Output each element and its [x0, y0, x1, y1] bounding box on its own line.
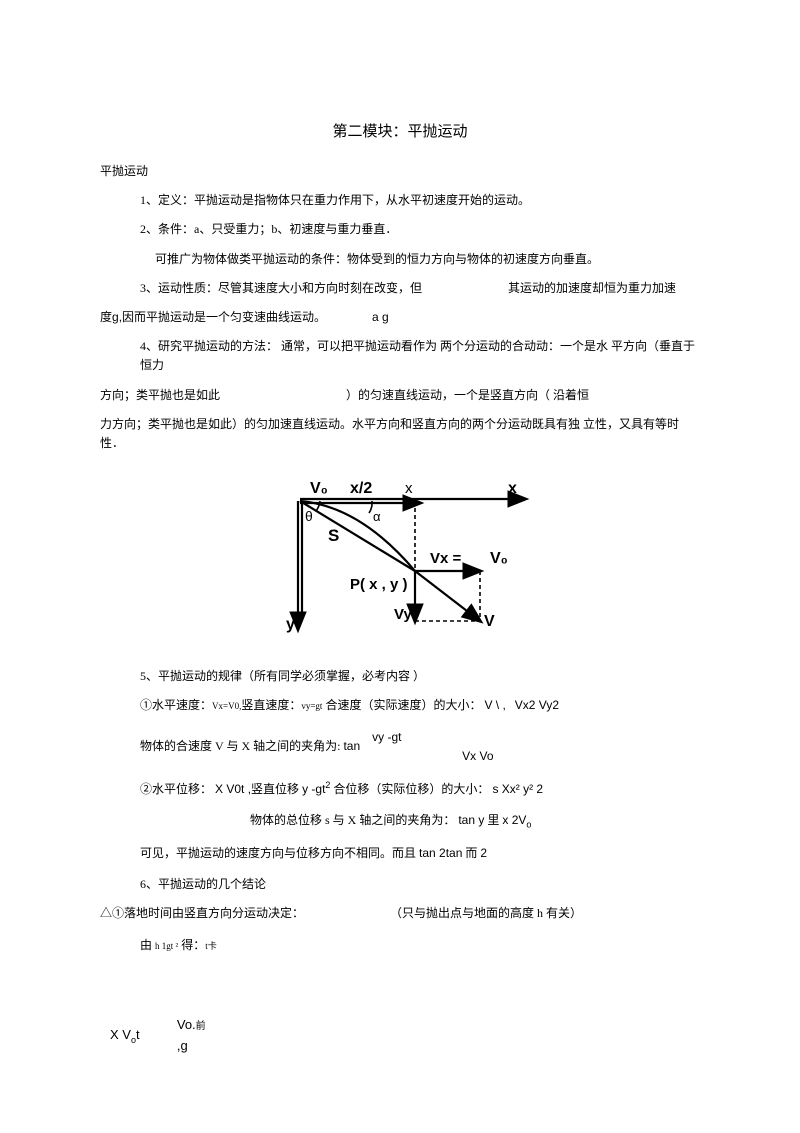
rule2-line1: ②水平位移： X V0t ,竖直位移 y -gt2 合位移（实际位移）的大小： … — [140, 778, 700, 799]
label-y: y — [286, 616, 295, 633]
c1-b: （只与抛出点与地面的高度 h 有关） — [390, 906, 582, 920]
c1-e: 得： — [181, 938, 205, 952]
c1-f: t卡 — [205, 941, 217, 951]
method-b: 方向；类平抛也是如此 — [100, 388, 220, 402]
rule2-line2: 物体的总位移 s 与 X 轴之间的夹角为： tan y 里 x 2Vo — [250, 811, 700, 832]
c1-d: h 1gt ² — [155, 941, 178, 951]
r1-e: Vx2 Vy2 — [515, 698, 559, 712]
r1-tan: tan — [343, 739, 360, 753]
label-p: P( x , y ) — [350, 576, 408, 593]
condition-ext: 可推广为物体做类平抛运动的条件：物体受到的恒力方向与物体的初速度方向垂直。 — [155, 250, 700, 269]
r3-c: 而 — [462, 846, 480, 860]
c1-a: △①落地时间由竖直方向分运动决定： — [100, 906, 304, 920]
method-c: ）的匀速直线运动，一个是竖直方向（ 沿着恒 — [346, 388, 589, 402]
label-theta: θ — [305, 508, 313, 524]
label-v0r: V₀ — [490, 550, 508, 567]
r2-i: x 2V — [502, 813, 526, 827]
bottom-b2: 前 — [196, 1021, 206, 1032]
r1-g: vy -gt — [372, 730, 401, 744]
r2-j: o — [526, 820, 531, 830]
projectile-diagram: V₀ x/2 x x θ S α Vx = V₀ P( x , y ) Vy V… — [100, 471, 700, 647]
conclusion1-line1: △①落地时间由竖直方向分运动决定： （只与抛出点与地面的高度 h 有关） — [100, 904, 700, 923]
nature-text-a: 3、运动性质：尽管其速度大小和方向时刻在改变，但 — [140, 281, 422, 295]
g-char: g, — [112, 310, 122, 324]
bottom-a3: t — [136, 1027, 140, 1042]
rules-heading: 5、平抛运动的规律（所有同学必须掌握，必考内容 ） — [140, 667, 700, 686]
conclusions-heading: 6、平抛运动的几个结论 — [140, 875, 700, 894]
bottom-c: ,g — [177, 1038, 188, 1053]
r2-d: y -gt — [302, 782, 325, 796]
rule1-line2: 物体的合速度 V 与 X 轴之间的夹角为: tan vy -gt Vx Vo — [140, 728, 700, 766]
bottom-b: Vo. — [177, 1017, 196, 1032]
label-vy: Vy — [394, 606, 412, 623]
nature-text-b: 其运动的加速度却恒为重力加速 — [508, 281, 676, 295]
r1-vy: vy=gt — [301, 701, 322, 711]
r1-c: 合速度（实际速度）的大小： — [322, 698, 481, 712]
r1-h: Vx Vo — [462, 747, 493, 766]
r2-tan: tan y — [458, 813, 484, 827]
r2-a: ②水平位移： — [140, 782, 212, 796]
r3-b: tan 2tan — [419, 846, 462, 860]
label-x-big: x — [508, 480, 517, 497]
r1-d: V \ , — [484, 698, 505, 712]
r2-b: X V0t , — [215, 782, 251, 796]
r2-g: 物体的总位移 s 与 X 轴之间的夹角为： — [250, 813, 455, 827]
bottom-formula: X Vot Vo.前 ,g — [110, 1015, 700, 1057]
r2-e: 合位移（实际位移）的大小： — [333, 782, 489, 796]
rule3: 可见，平抛运动的速度方向与位移方向不相同。而且 tan 2tan 而 2 — [140, 844, 700, 863]
r1-vx: Vx=V0, — [212, 701, 241, 711]
label-vx: Vx = — [430, 550, 462, 567]
nature-text-c: 度 — [100, 310, 112, 324]
r2-d2: 2 — [325, 780, 330, 790]
method-line1: 4、研究平抛运动的方法： 通常，可以把平抛运动看作为 两个分运动的合动动：一个是… — [140, 337, 700, 375]
nature-line2: 度g,因而平抛运动是一个匀变速曲线运动。 a g — [100, 308, 700, 327]
r1-f: 物体的合速度 V 与 X 轴之间的夹角为: — [140, 739, 340, 753]
r3-a: 可见，平抛运动的速度方向与位移方向不相同。而且 — [140, 846, 416, 860]
section-heading: 平抛运动 — [100, 162, 700, 181]
label-x2: x/2 — [350, 480, 372, 497]
bottom-a: X V — [110, 1027, 131, 1042]
rule1-line1: ①水平速度：Vx=V0,竖直速度：vy=gt 合速度（实际速度）的大小： V \… — [140, 696, 700, 715]
r1-b: 竖直速度： — [241, 698, 301, 712]
condition: 2、条件：a、只受重力；b、初速度与重力垂直． — [140, 220, 700, 239]
ag-text: a g — [372, 310, 389, 324]
method-line3: 力方向；类平抛也是如此）的匀加速直线运动。水平方向和竖直方向的两个分运动既具有独… — [100, 415, 700, 453]
label-v: V — [484, 613, 495, 630]
definition: 1、定义：平抛运动是指物体只在重力作用下，从水平初速度开始的运动。 — [140, 191, 700, 210]
nature-line1: 3、运动性质：尽管其速度大小和方向时刻在改变，但 其运动的加速度却恒为重力加速 — [140, 279, 700, 298]
label-alpha: α — [373, 509, 381, 524]
r2-c: 竖直位移 — [251, 782, 299, 796]
r2-h: 里 — [484, 813, 502, 827]
c1-c: 由 — [140, 938, 152, 952]
page-title: 第二模块：平抛运动 — [100, 120, 700, 144]
conclusion1-line2: 由 h 1gt ² 得：t卡 — [140, 936, 700, 955]
label-v0: V₀ — [310, 480, 328, 497]
label-s: S — [328, 526, 339, 545]
r1-a: ①水平速度： — [140, 698, 212, 712]
nature-text-d: 因而平抛运动是一个匀变速曲线运动。 — [122, 310, 326, 324]
label-x-small: x — [405, 480, 413, 497]
r3-d: 2 — [480, 846, 487, 860]
r2-f: s Xx² y² 2 — [492, 782, 543, 796]
method-line2: 方向；类平抛也是如此 ）的匀速直线运动，一个是竖直方向（ 沿着恒 — [100, 386, 700, 405]
